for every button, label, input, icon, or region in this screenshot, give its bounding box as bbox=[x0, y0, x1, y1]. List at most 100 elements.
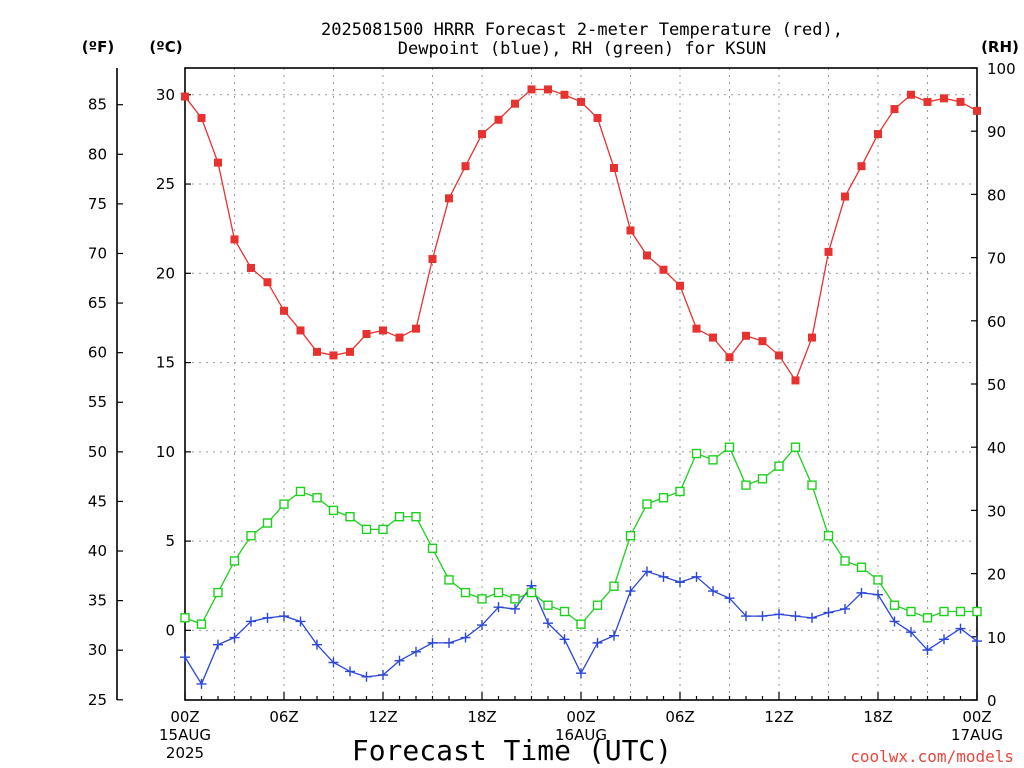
rh-point bbox=[295, 486, 306, 497]
fahrenheit-tick-label: 30 bbox=[88, 641, 107, 659]
rh-tick-label: 100 bbox=[987, 60, 1016, 78]
rh-point bbox=[922, 613, 933, 623]
temperature-point bbox=[973, 106, 981, 115]
temperature-point bbox=[725, 353, 734, 362]
series-rh bbox=[180, 442, 982, 629]
dewpoint-point bbox=[642, 566, 652, 577]
dewpoint-point bbox=[625, 586, 636, 597]
celsius-tick-label: 15 bbox=[156, 354, 175, 372]
temperature-point bbox=[296, 326, 305, 335]
rh-tick-label: 20 bbox=[987, 566, 1006, 584]
rh-point bbox=[543, 600, 553, 610]
dewpoint-point bbox=[708, 586, 718, 597]
rh-tick-label: 70 bbox=[987, 250, 1006, 268]
dewpoint-point bbox=[262, 612, 273, 623]
temperature-point bbox=[230, 235, 239, 244]
temperature-point bbox=[560, 90, 569, 99]
rh-point bbox=[262, 518, 273, 528]
rh-point bbox=[856, 562, 867, 572]
rh-point bbox=[427, 543, 438, 554]
temperature-point bbox=[775, 351, 783, 360]
fahrenheit-tick-label: 85 bbox=[88, 96, 107, 114]
rh-point bbox=[873, 575, 883, 585]
rh-point bbox=[823, 530, 834, 541]
x-tick-label: 15AUG bbox=[159, 726, 211, 744]
fahrenheit-tick-label: 40 bbox=[88, 542, 107, 560]
rh-point bbox=[460, 587, 471, 598]
rh-point bbox=[609, 581, 619, 591]
temperature-point bbox=[428, 255, 437, 264]
fahrenheit-unit-label: (ºF) bbox=[82, 38, 114, 56]
temperature-line bbox=[184, 88, 978, 382]
dewpoint-point bbox=[460, 632, 471, 643]
rh-point bbox=[196, 619, 207, 629]
rh-point bbox=[328, 505, 339, 516]
temperature-point bbox=[874, 130, 882, 139]
temperature-point bbox=[593, 113, 602, 122]
rh-unit-label: (RH) bbox=[981, 38, 1019, 56]
dewpoint-point bbox=[196, 678, 207, 689]
x-tick-label: 06Z bbox=[665, 708, 694, 726]
rh-tick-label: 40 bbox=[987, 439, 1006, 457]
dewpoint-point bbox=[279, 611, 289, 622]
dewpoint-point bbox=[856, 587, 867, 598]
rh-point bbox=[477, 594, 487, 604]
dewpoint-point bbox=[328, 657, 339, 668]
dewpoint-point bbox=[493, 602, 504, 613]
rh-point bbox=[691, 448, 702, 459]
celsius-tick-label: 25 bbox=[156, 175, 175, 193]
rh-tick-label: 10 bbox=[987, 629, 1006, 647]
rh-point bbox=[246, 530, 256, 541]
rh-tick-label: 90 bbox=[987, 123, 1006, 141]
dewpoint-point bbox=[675, 577, 685, 588]
temperature-point bbox=[758, 337, 767, 346]
rh-point bbox=[394, 512, 405, 522]
temperature-point bbox=[956, 97, 965, 106]
rh-point bbox=[411, 512, 421, 522]
rh-tick-label: 30 bbox=[987, 502, 1006, 520]
data-series bbox=[180, 85, 982, 689]
dewpoint-point bbox=[790, 611, 801, 622]
temperature-point bbox=[808, 333, 816, 342]
temperature-point bbox=[824, 247, 833, 256]
rh-point bbox=[312, 493, 322, 503]
dewpoint-point bbox=[873, 589, 883, 600]
temperature-point bbox=[857, 162, 866, 171]
temperature-point bbox=[329, 351, 338, 360]
temperature-point bbox=[197, 113, 206, 122]
x-tick-label: 12Z bbox=[764, 708, 793, 726]
dewpoint-point bbox=[394, 655, 405, 666]
rh-point bbox=[708, 455, 718, 465]
temperature-point bbox=[626, 226, 635, 235]
fahrenheit-tick-label: 35 bbox=[88, 592, 107, 610]
x-tick-label: 18Z bbox=[467, 708, 496, 726]
x-tick-label: 06Z bbox=[269, 708, 298, 726]
temperature-point bbox=[280, 306, 288, 315]
temperature-point bbox=[577, 97, 585, 106]
dewpoint-point bbox=[724, 593, 735, 604]
celsius-tick-label: 20 bbox=[156, 264, 175, 282]
temperature-point bbox=[263, 278, 272, 287]
temperature-point bbox=[890, 105, 899, 114]
rh-point bbox=[378, 524, 388, 535]
x-tick-label: 00Z bbox=[962, 708, 991, 726]
dewpoint-point bbox=[774, 609, 784, 620]
rh-point bbox=[345, 512, 355, 522]
rh-point bbox=[741, 480, 751, 490]
temperature-point bbox=[841, 192, 849, 201]
rh-point bbox=[757, 474, 768, 484]
celsius-tick-label: 30 bbox=[156, 86, 175, 104]
temperature-point bbox=[379, 326, 387, 335]
fahrenheit-tick-label: 65 bbox=[88, 294, 107, 312]
rh-point bbox=[889, 600, 900, 610]
rh-point bbox=[279, 499, 289, 509]
x-tick-label: 00Z bbox=[566, 708, 595, 726]
temperature-point bbox=[494, 115, 503, 124]
dewpoint-point bbox=[840, 603, 850, 614]
rh-point bbox=[807, 480, 817, 490]
series-temperature bbox=[181, 85, 981, 385]
dewpoint-point bbox=[939, 634, 949, 645]
temperature-point bbox=[395, 333, 404, 342]
x-axis-label: Forecast Time (UTC) bbox=[352, 734, 672, 767]
